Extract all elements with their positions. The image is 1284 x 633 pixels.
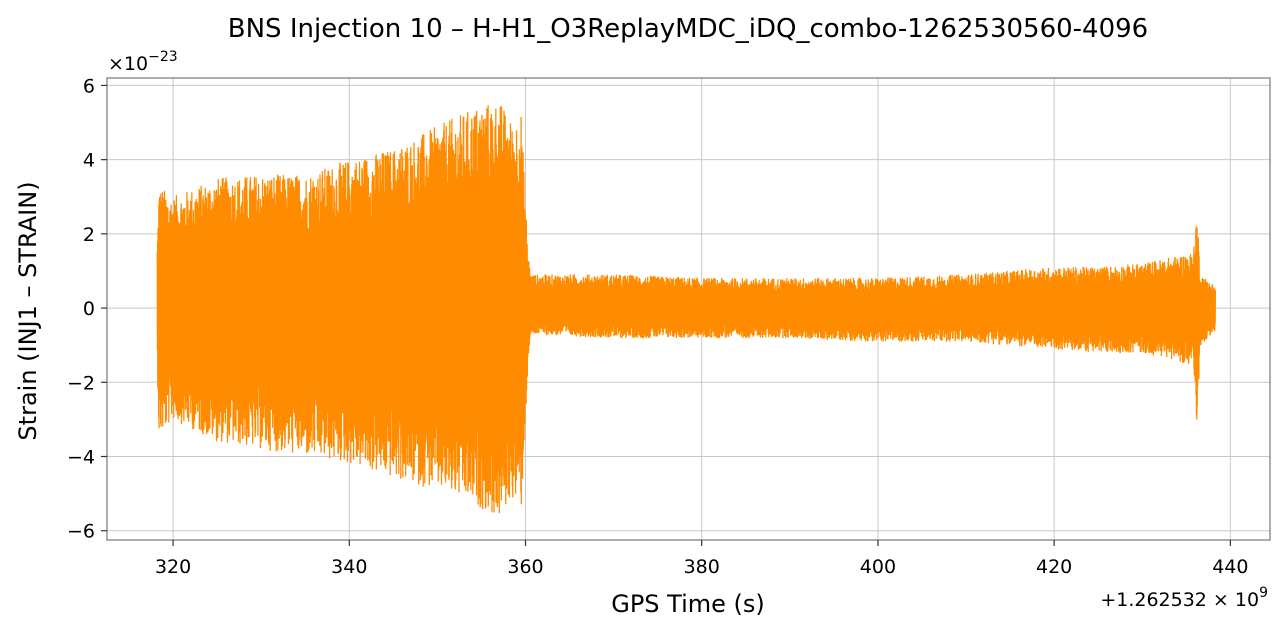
x-axis-label: GPS Time (s)	[611, 590, 765, 618]
x-tick-label: 380	[684, 556, 720, 578]
x-tick-label: 360	[507, 556, 543, 578]
y-tick-label: −2	[67, 372, 95, 394]
x-tick-label: 400	[860, 556, 896, 578]
x-offset-label: +1.262532 × 109	[1100, 585, 1268, 611]
strain-trace	[156, 105, 1217, 514]
x-tick-label: 320	[155, 556, 191, 578]
chart-title: BNS Injection 10 – H-H1_O3ReplayMDC_iDQ_…	[228, 14, 1148, 44]
series-line	[156, 105, 1217, 514]
y-tick-label: 4	[83, 150, 95, 172]
x-tick-label: 420	[1036, 556, 1072, 578]
y-ticks: −6 −4 −2 0 2 4 6	[67, 75, 107, 543]
x-tick-label: 340	[331, 556, 367, 578]
y-scale-exponent: −23	[148, 49, 178, 65]
y-axis-label: Strain (INJ1 – STRAIN)	[14, 181, 42, 440]
x-ticks: 320 340 360 380 400 420 440	[155, 540, 1248, 578]
y-tick-label: 6	[83, 75, 95, 97]
y-scale-factor: ×10−23	[108, 49, 178, 75]
plot-frame	[106, 77, 1271, 541]
x-offset-base: +1.262532 × 10	[1100, 589, 1259, 611]
y-tick-label: −6	[67, 521, 95, 543]
y-tick-label: 2	[83, 224, 95, 246]
y-scale-base: ×10	[108, 53, 148, 75]
y-tick-label: 0	[83, 298, 95, 320]
y-tick-label: −4	[67, 447, 95, 469]
x-tick-label: 440	[1212, 556, 1248, 578]
x-offset-exponent: 9	[1259, 585, 1268, 601]
